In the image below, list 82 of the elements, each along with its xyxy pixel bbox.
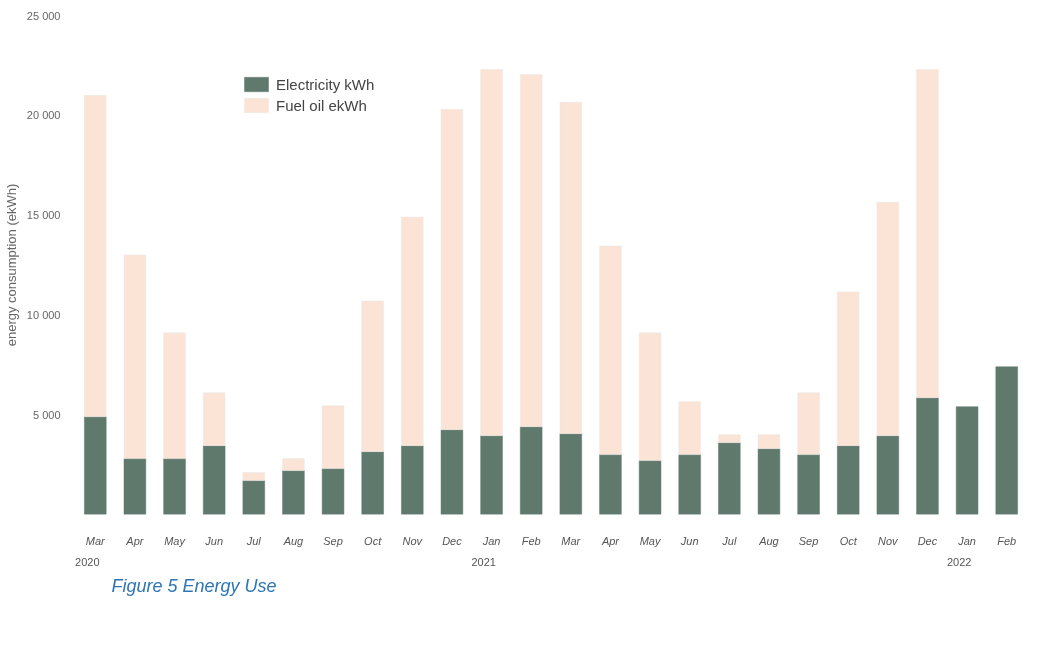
x-tick-label: Jul [721, 534, 737, 547]
bar [757, 434, 781, 449]
y-tick-label: 10 000 [26, 308, 61, 321]
bar [599, 245, 622, 455]
bar [84, 416, 107, 515]
x-tick-label: Apr [600, 534, 621, 547]
bar [361, 451, 384, 515]
x-tick-label: Apr [125, 534, 145, 547]
bar [797, 454, 820, 515]
x-tick-label: Jul [245, 534, 262, 547]
bar [282, 470, 305, 515]
text: Figure 5 Energy Use [111, 575, 277, 596]
bar [797, 392, 820, 455]
bar [955, 406, 979, 515]
text: 2020 [75, 555, 100, 568]
x-tick-label: Sep [323, 534, 343, 547]
bar [757, 448, 781, 515]
bar [916, 397, 939, 515]
bar [361, 300, 384, 452]
bar [321, 405, 345, 469]
bar [321, 468, 345, 515]
bar [837, 445, 860, 515]
x-tick-label: Sep [798, 534, 819, 547]
bar [203, 445, 226, 515]
x-tick-label: Jan [957, 534, 976, 547]
x-tick-label: Mar [85, 534, 107, 547]
bar [995, 366, 1018, 515]
x-tick-label: Dec [442, 534, 463, 547]
y-tick-label: 15 000 [26, 209, 61, 222]
x-tick-label: May [639, 534, 662, 547]
x-tick-label: Jun [204, 534, 224, 547]
bar [678, 454, 701, 515]
y-tick-label: 5 000 [32, 408, 61, 421]
bar [401, 216, 424, 446]
bar [203, 392, 226, 446]
legend-label: Electricity kWh [276, 75, 375, 93]
x-tick-label: Aug [282, 534, 305, 547]
y-axis-title: energy consumption (ekWh) [3, 183, 19, 347]
bar [559, 433, 582, 515]
bar [916, 69, 939, 398]
bar [599, 454, 622, 515]
x-tick-label: Oct [364, 534, 383, 547]
bar [123, 458, 147, 515]
bar [520, 426, 543, 515]
bar [84, 95, 107, 417]
bar [638, 332, 662, 461]
x-tick-label: Jan [481, 534, 501, 547]
y-tick-label: 25 000 [26, 9, 61, 22]
x-tick-label: Feb [997, 534, 1017, 547]
bar [480, 435, 503, 515]
bar [638, 460, 662, 515]
bar [440, 109, 464, 430]
legend-label: Fuel oil ekWh [276, 96, 367, 114]
bar [163, 332, 186, 459]
bar [718, 434, 741, 443]
bar [282, 458, 305, 471]
bar [440, 429, 464, 515]
bar [163, 458, 186, 515]
bar [123, 254, 147, 459]
x-tick-label: Feb [521, 534, 541, 547]
x-tick-label: Mar [561, 534, 582, 547]
bar [876, 435, 899, 515]
text: 2022 [946, 555, 972, 568]
bar [718, 442, 741, 515]
bar [242, 472, 265, 481]
bar [401, 445, 424, 515]
text: 2021 [471, 555, 496, 568]
y-tick-label: 20 000 [26, 109, 61, 122]
x-tick-label: Aug [758, 534, 780, 547]
x-tick-label: Jun [679, 534, 699, 547]
x-tick-label: May [164, 534, 187, 547]
bar [480, 69, 503, 436]
bar [520, 74, 543, 427]
bar [242, 480, 265, 515]
x-tick-label: Dec [917, 534, 938, 547]
bar [876, 201, 899, 436]
bar [559, 102, 582, 434]
x-tick-label: Nov [878, 534, 900, 547]
x-tick-label: Nov [402, 534, 424, 547]
bar [837, 291, 860, 446]
x-tick-label: Oct [839, 534, 858, 547]
bar [678, 401, 701, 455]
